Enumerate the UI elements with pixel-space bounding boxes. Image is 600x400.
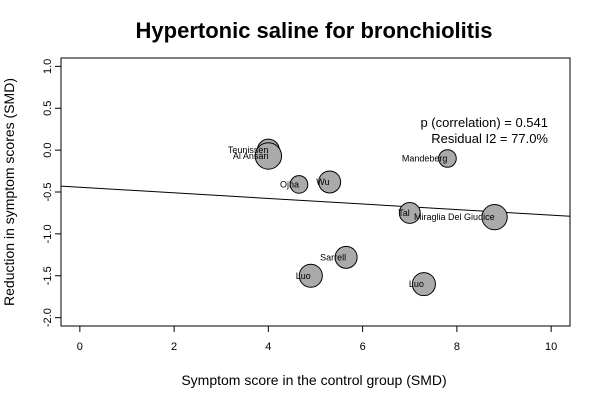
x-tick-label: 8 <box>454 341 460 353</box>
data-point <box>289 175 309 194</box>
x-tick-label: 2 <box>171 341 177 353</box>
chart-title: Hypertonic saline for bronchiolitis <box>136 18 493 43</box>
point-label: Sarrell <box>320 252 346 262</box>
x-tick-label: 6 <box>360 341 366 353</box>
data-point <box>334 245 358 269</box>
data-point <box>318 170 342 194</box>
point-label: Tal <box>398 208 410 218</box>
data-point <box>254 142 283 170</box>
x-axis: 0 2 4 6 8 10 <box>77 326 557 353</box>
y-tick-label: -1.5 <box>42 266 54 285</box>
y-axis: -2.0 -1.5 -1.0 -0.5 0.0 0.5 1.0 <box>42 59 61 327</box>
point-label: Al Ansari <box>233 151 269 161</box>
y-axis-title: Reduction in symptom scores (SMD) <box>1 78 17 306</box>
data-point <box>481 203 508 231</box>
data-points <box>254 138 508 297</box>
y-tick-label: -1.0 <box>42 224 54 243</box>
y-tick-label: -2.0 <box>42 308 54 327</box>
data-point <box>411 272 436 297</box>
x-tick-label: 0 <box>77 341 83 353</box>
data-point <box>438 149 457 168</box>
y-tick-label: 1.0 <box>42 59 54 74</box>
x-tick-label: 4 <box>265 341 271 353</box>
residual-i2: Residual I2 = 77.0% <box>431 131 548 146</box>
y-tick-label: 0.5 <box>42 101 54 116</box>
correlation-p-value: p (correlation) = 0.541 <box>420 115 548 130</box>
x-axis-title: Symptom score in the control group (SMD) <box>181 372 446 388</box>
x-tick-label: 10 <box>545 341 557 353</box>
point-label: Luo <box>409 279 424 289</box>
data-point <box>298 263 323 288</box>
y-tick-label: -0.5 <box>42 183 54 202</box>
data-point <box>398 201 421 224</box>
y-tick-label: 0.0 <box>42 142 54 157</box>
point-label: Teunissen <box>228 145 269 155</box>
point-label: Mandeberg <box>402 154 448 164</box>
point-label: Luo <box>296 271 311 281</box>
point-label: Wu <box>316 177 329 187</box>
point-label: Ojha <box>280 179 299 189</box>
point-label: Miraglia Del Giudice <box>414 212 495 222</box>
